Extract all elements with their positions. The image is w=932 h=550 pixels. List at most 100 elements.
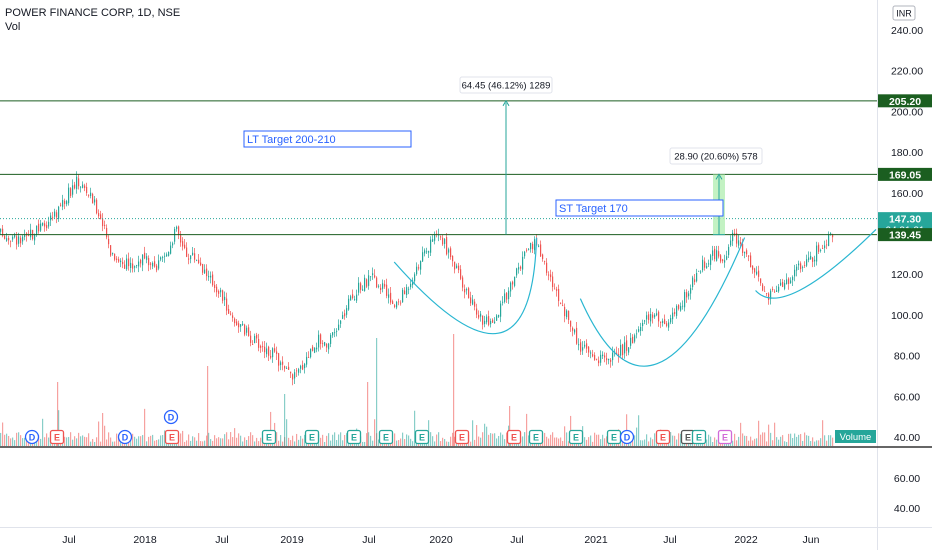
volume-bar xyxy=(806,435,808,446)
earnings-marker[interactable]: E xyxy=(346,429,362,445)
candle xyxy=(580,338,582,356)
candle xyxy=(230,311,232,316)
earnings-marker[interactable]: E xyxy=(606,429,622,445)
candle xyxy=(0,228,2,235)
candle xyxy=(204,264,206,274)
volume-bar xyxy=(276,432,278,446)
volume-bar xyxy=(92,438,94,446)
earnings-marker[interactable]: E xyxy=(691,429,707,445)
volume-bar xyxy=(142,435,144,446)
volume-bar xyxy=(500,432,502,446)
candle xyxy=(118,256,120,263)
candle xyxy=(160,256,162,262)
volume-bar xyxy=(20,435,22,446)
candle xyxy=(782,278,784,288)
volume-bar xyxy=(448,441,450,446)
lt-target-box[interactable] xyxy=(243,130,412,148)
volume-bar xyxy=(362,441,364,446)
volume-bar xyxy=(324,441,326,446)
earnings-marker[interactable]: E xyxy=(528,429,544,445)
candle xyxy=(784,279,786,291)
candle xyxy=(778,283,780,293)
candle xyxy=(686,289,688,303)
volume-bar xyxy=(18,432,20,446)
dividend-marker[interactable]: D xyxy=(619,429,635,445)
dividend-marker[interactable]: D xyxy=(163,409,179,425)
candle xyxy=(296,367,298,378)
volume-bar xyxy=(80,436,82,446)
earnings-marker[interactable]: E xyxy=(454,429,470,445)
earnings-marker[interactable]: E xyxy=(304,429,320,445)
earnings-marker[interactable]: E xyxy=(568,429,584,445)
candle xyxy=(244,323,246,337)
svg-text:139.45: 139.45 xyxy=(889,230,921,242)
candle xyxy=(354,295,356,301)
candle xyxy=(154,256,156,268)
candle xyxy=(436,230,438,238)
volume-bar xyxy=(152,434,154,446)
candle xyxy=(320,333,322,350)
volume-bar xyxy=(346,433,348,446)
candle xyxy=(386,278,388,299)
measure-tools[interactable]: 64.45 (46.12%) 1289 28.90 (20.60%) 578 xyxy=(459,76,763,236)
earnings-marker[interactable]: E xyxy=(164,429,180,445)
volume-bar xyxy=(194,437,196,446)
volume-bar xyxy=(484,423,486,446)
st-target-annotation[interactable]: ST Target 170 xyxy=(555,199,724,217)
volume-bar xyxy=(344,435,346,446)
earnings-marker[interactable]: E xyxy=(655,429,671,445)
earnings-marker[interactable]: E xyxy=(378,429,394,445)
candle xyxy=(228,304,230,314)
volume-bar xyxy=(652,439,654,446)
st-target-box[interactable] xyxy=(555,199,724,217)
candle xyxy=(768,292,770,305)
volume-bar xyxy=(6,433,8,446)
volume-bar xyxy=(10,438,12,446)
lt-target-annotation[interactable]: LT Target 200-210 xyxy=(243,130,412,148)
earnings-marker[interactable]: E xyxy=(506,429,522,445)
volume-bar xyxy=(546,436,548,446)
earnings-marker[interactable]: E xyxy=(414,429,430,445)
earnings-marker[interactable]: E xyxy=(717,429,733,445)
earnings-marker[interactable]: E xyxy=(261,429,277,445)
volume-bar xyxy=(596,434,598,446)
volume-bar xyxy=(338,434,340,446)
candle xyxy=(364,274,366,292)
volume-bar xyxy=(732,440,734,446)
candle xyxy=(578,338,580,351)
svg-text:E: E xyxy=(696,433,702,443)
candle xyxy=(232,312,234,322)
volume-bar xyxy=(82,435,84,446)
volume-bar xyxy=(488,434,490,446)
candle xyxy=(696,268,698,283)
volume-bar xyxy=(710,436,712,446)
candle xyxy=(66,199,68,207)
candle xyxy=(812,256,814,268)
candle xyxy=(676,304,678,319)
candle xyxy=(138,255,140,273)
event-markers[interactable]: D E D E E E E E E E E E E E D E E E ED xyxy=(24,409,733,445)
volume-bar xyxy=(764,432,766,446)
volume-bar xyxy=(378,439,380,446)
candle xyxy=(130,257,132,273)
volume-bar xyxy=(564,426,566,446)
earnings-marker[interactable]: E xyxy=(49,429,65,445)
volume-bar xyxy=(402,432,404,446)
volume-bar xyxy=(246,440,248,446)
candle xyxy=(42,222,44,227)
currency-badge[interactable]: INR xyxy=(892,5,916,21)
volume-bar xyxy=(70,432,72,446)
volume-bar xyxy=(586,439,588,446)
volume-bar xyxy=(442,437,444,446)
volume-bar xyxy=(453,334,455,446)
volume-bar xyxy=(492,433,494,446)
candle xyxy=(796,264,798,277)
volume-bar xyxy=(752,440,754,446)
dividend-marker[interactable]: D xyxy=(24,429,40,445)
candle xyxy=(530,242,532,253)
dividend-marker[interactable]: D xyxy=(117,429,133,445)
candle xyxy=(490,318,492,328)
candle xyxy=(86,182,88,196)
candle xyxy=(144,246,146,260)
